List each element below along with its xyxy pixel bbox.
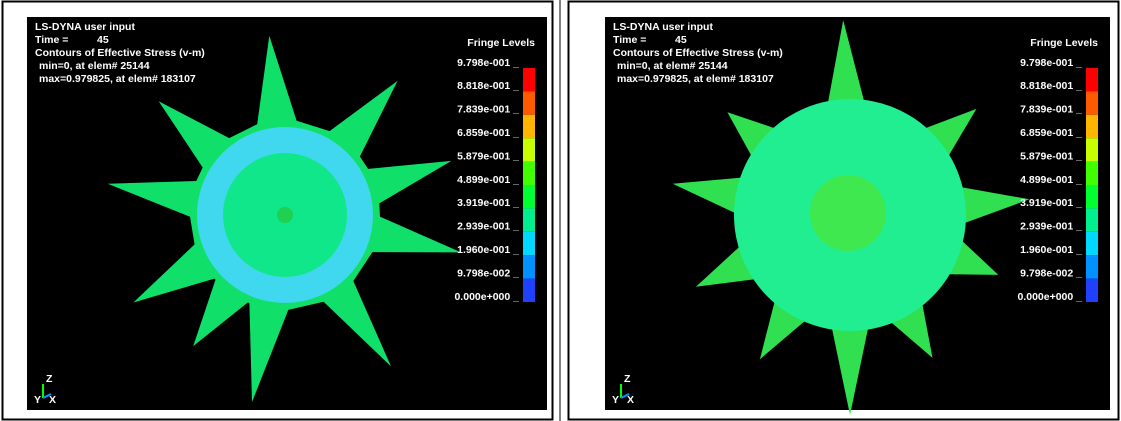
fringe-label: 7.839e-001 _ xyxy=(457,104,519,116)
part-center xyxy=(277,207,293,223)
fringe-swatch xyxy=(523,68,535,91)
fringe-label: 1.960e-001 _ xyxy=(457,244,519,256)
fringe-label: 8.818e-001 _ xyxy=(457,80,519,92)
axis-y-label: Y xyxy=(34,394,41,406)
fringe-label: 8.818e-001 _ xyxy=(1020,80,1082,92)
part-center xyxy=(810,175,886,251)
fringe-label: 0.000e+000 _ xyxy=(454,291,519,303)
fringe-label: 0.000e+000 _ xyxy=(1017,291,1082,303)
axis-x-label: X xyxy=(49,394,56,406)
fringe-label: 6.859e-001 _ xyxy=(457,127,519,139)
fringe-swatch xyxy=(523,208,535,231)
fringe-label: 4.899e-001 _ xyxy=(1020,174,1082,186)
fringe-label: 5.879e-001 _ xyxy=(457,150,519,162)
fringe-swatch xyxy=(1086,162,1098,185)
time-value: 45 xyxy=(97,34,109,46)
fringe-swatch xyxy=(523,279,535,302)
axis-z-label: Z xyxy=(624,373,631,385)
fringe-label: 9.798e-001 _ xyxy=(457,57,519,69)
time-label: Time = xyxy=(613,34,646,46)
max-label: max=0.979825, at elem# 183107 xyxy=(39,73,196,85)
axis-x-label: X xyxy=(627,394,634,406)
fringe-label: 9.798e-002 _ xyxy=(457,267,519,279)
fringe-swatch xyxy=(1086,185,1098,208)
program-name: LS-DYNA user input xyxy=(35,21,135,33)
fringe-swatch xyxy=(1086,138,1098,161)
fringe-label: 2.939e-001 _ xyxy=(1020,221,1082,233)
fringe-swatch xyxy=(523,91,535,114)
fringe-label: 2.939e-001 _ xyxy=(457,221,519,233)
fringe-swatch xyxy=(523,255,535,278)
fringe-title: Fringe Levels xyxy=(467,37,535,49)
fringe-label: 3.919e-001 _ xyxy=(1020,197,1082,209)
fringe-swatch xyxy=(1086,255,1098,278)
time-value: 45 xyxy=(675,34,687,46)
time-label: Time = xyxy=(35,34,68,46)
fringe-swatch xyxy=(1086,208,1098,231)
fringe-swatch xyxy=(523,232,535,255)
min-label: min=0, at elem# 25144 xyxy=(39,60,150,72)
fringe-label: 5.879e-001 _ xyxy=(1020,150,1082,162)
min-label: min=0, at elem# 25144 xyxy=(617,60,728,72)
fringe-swatch xyxy=(523,115,535,138)
fringe-swatch xyxy=(523,185,535,208)
fringe-swatch xyxy=(523,162,535,185)
fringe-swatch xyxy=(1086,232,1098,255)
fringe-swatch xyxy=(523,138,535,161)
screenshot: LS-DYNA user inputTime =45Contours of Ef… xyxy=(0,0,1121,421)
fringe-swatch xyxy=(1086,91,1098,114)
fringe-label: 6.859e-001 _ xyxy=(1020,127,1082,139)
fringe-title: Fringe Levels xyxy=(1030,37,1098,49)
fringe-label: 7.839e-001 _ xyxy=(1020,104,1082,116)
fringe-label: 4.899e-001 _ xyxy=(457,174,519,186)
fringe-swatch xyxy=(1086,279,1098,302)
contour-label: Contours of Effective Stress (v-m) xyxy=(35,47,205,59)
fringe-swatch xyxy=(1086,115,1098,138)
fringe-swatch xyxy=(1086,68,1098,91)
contour-label: Contours of Effective Stress (v-m) xyxy=(613,47,783,59)
program-name: LS-DYNA user input xyxy=(613,21,713,33)
axis-y-label: Y xyxy=(612,394,619,406)
fringe-label: 9.798e-002 _ xyxy=(1020,267,1082,279)
fringe-label: 9.798e-001 _ xyxy=(1020,57,1082,69)
fringe-label: 3.919e-001 _ xyxy=(457,197,519,209)
fringe-label: 1.960e-001 _ xyxy=(1020,244,1082,256)
axis-z-label: Z xyxy=(46,373,53,385)
max-label: max=0.979825, at elem# 183107 xyxy=(617,73,774,85)
